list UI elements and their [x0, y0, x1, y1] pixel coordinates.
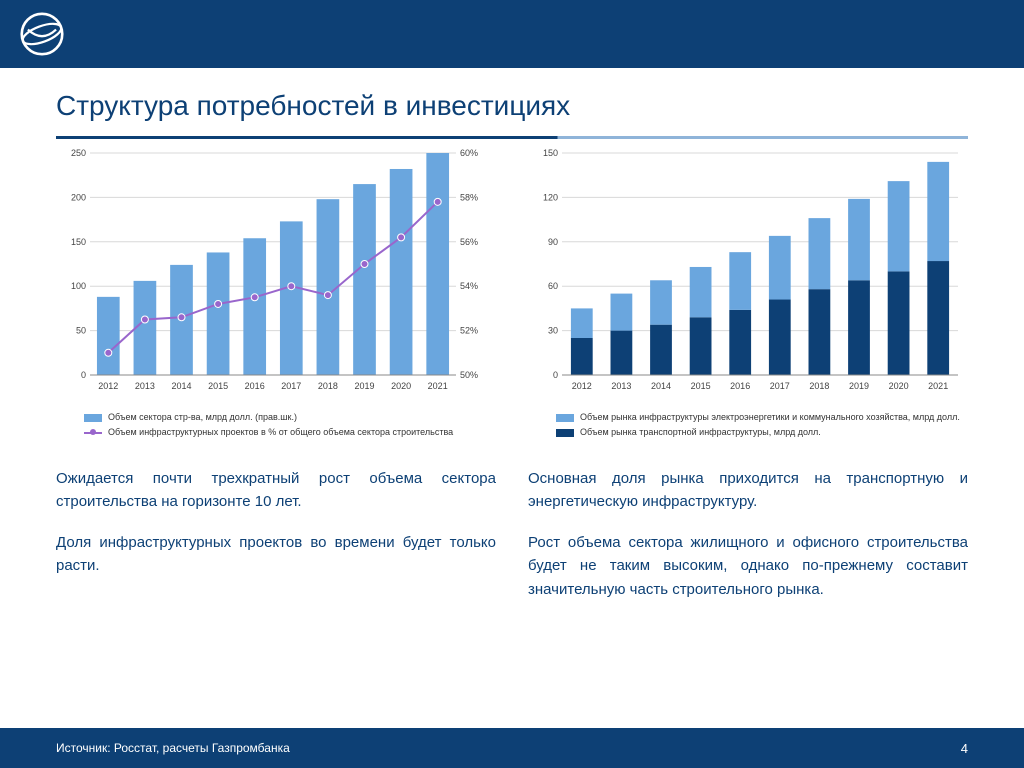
legend-label: Объем рынка транспортной инфраструктуры,… — [580, 427, 821, 438]
charts-row: 0 50 100 150 200 250 50% 52% 54% 56% 58% 60% 2012 201… — [0, 139, 1024, 439]
top-bar — [0, 0, 1024, 68]
svg-text:2021: 2021 — [428, 381, 448, 391]
text-right-p2: Рост объема сектора жилищного и офисного… — [528, 531, 968, 601]
svg-text:2020: 2020 — [889, 381, 909, 391]
svg-text:50%: 50% — [460, 370, 478, 380]
chart-right-legend: Объем рынка инфраструктуры электроэнерге… — [528, 412, 968, 439]
legend-swatch — [84, 428, 102, 438]
legend-item: Объем рынка инфраструктуры электроэнерге… — [556, 412, 968, 423]
svg-text:150: 150 — [543, 148, 558, 158]
svg-text:2012: 2012 — [98, 381, 118, 391]
svg-text:2018: 2018 — [809, 381, 829, 391]
legend-swatch — [556, 414, 574, 422]
chart-right: 0 30 60 90 120 150 2012 2013 2014 2015 2016 2017 201… — [528, 143, 968, 403]
svg-text:2018: 2018 — [318, 381, 338, 391]
svg-text:100: 100 — [71, 281, 86, 291]
chart-left-column: 0 50 100 150 200 250 50% 52% 54% 56% 58% 60% 2012 201… — [56, 143, 496, 439]
svg-text:120: 120 — [543, 192, 558, 202]
svg-text:200: 200 — [71, 192, 86, 202]
legend-item: Объем рынка транспортной инфраструктуры,… — [556, 427, 968, 438]
svg-text:2019: 2019 — [354, 381, 374, 391]
legend-swatch — [84, 414, 102, 422]
svg-text:90: 90 — [548, 237, 558, 247]
svg-text:0: 0 — [81, 370, 86, 380]
svg-text:54%: 54% — [460, 281, 478, 291]
svg-text:2014: 2014 — [171, 381, 191, 391]
svg-text:30: 30 — [548, 326, 558, 336]
svg-text:2021: 2021 — [928, 381, 948, 391]
text-row: Ожидается почти трехкратный рост объема … — [0, 439, 1024, 619]
svg-text:60: 60 — [548, 281, 558, 291]
chart-left: 0 50 100 150 200 250 50% 52% 54% 56% 58% 60% 2012 201… — [56, 143, 496, 403]
svg-text:2017: 2017 — [281, 381, 301, 391]
text-right: Основная доля рынка приходится на трансп… — [528, 467, 968, 619]
svg-text:2012: 2012 — [572, 381, 592, 391]
svg-text:2013: 2013 — [611, 381, 631, 391]
legend-swatch — [556, 429, 574, 437]
legend-item: Объем сектора стр-ва, млрд долл. (прав.ш… — [84, 412, 496, 423]
logo-icon — [20, 12, 64, 56]
legend-label: Объем инфраструктурных проектов в % от о… — [108, 427, 453, 438]
svg-text:2019: 2019 — [849, 381, 869, 391]
text-left-p1: Ожидается почти трехкратный рост объема … — [56, 467, 496, 514]
svg-text:250: 250 — [71, 148, 86, 158]
svg-text:58%: 58% — [460, 192, 478, 202]
legend-item: Объем инфраструктурных проектов в % от о… — [84, 427, 496, 438]
svg-text:50: 50 — [76, 326, 86, 336]
title-area: Структура потребностей в инвестициях — [0, 68, 1024, 130]
svg-text:2015: 2015 — [691, 381, 711, 391]
text-left-p2: Доля инфраструктурных проектов во времен… — [56, 531, 496, 578]
page-title: Структура потребностей в инвестициях — [56, 90, 968, 122]
svg-text:52%: 52% — [460, 326, 478, 336]
svg-text:0: 0 — [553, 370, 558, 380]
source-label: Источник: Росстат, расчеты Газпромбанка — [56, 741, 290, 755]
svg-text:56%: 56% — [460, 237, 478, 247]
page-number: 4 — [961, 741, 968, 756]
chart-left-legend: Объем сектора стр-ва, млрд долл. (прав.ш… — [56, 412, 496, 439]
svg-text:60%: 60% — [460, 148, 478, 158]
legend-label: Объем рынка инфраструктуры электроэнерге… — [580, 412, 960, 423]
svg-text:150: 150 — [71, 237, 86, 247]
chart-right-column: 0 30 60 90 120 150 2012 2013 2014 2015 2016 2017 201… — [528, 143, 968, 439]
svg-text:2015: 2015 — [208, 381, 228, 391]
svg-text:2013: 2013 — [135, 381, 155, 391]
svg-text:2016: 2016 — [245, 381, 265, 391]
footer-bar: Источник: Росстат, расчеты Газпромбанка … — [0, 728, 1024, 768]
text-right-p1: Основная доля рынка приходится на трансп… — [528, 467, 968, 514]
svg-text:2014: 2014 — [651, 381, 671, 391]
svg-text:2016: 2016 — [730, 381, 750, 391]
legend-label: Объем сектора стр-ва, млрд долл. (прав.ш… — [108, 412, 297, 423]
svg-text:2020: 2020 — [391, 381, 411, 391]
text-left: Ожидается почти трехкратный рост объема … — [56, 467, 496, 619]
svg-text:2017: 2017 — [770, 381, 790, 391]
